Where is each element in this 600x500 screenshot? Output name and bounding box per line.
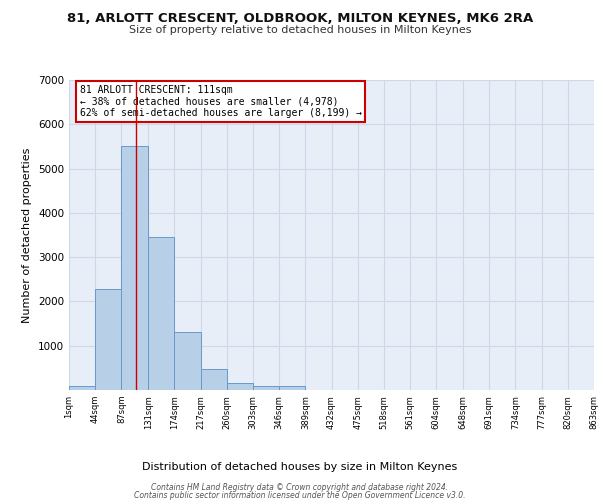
Text: Distribution of detached houses by size in Milton Keynes: Distribution of detached houses by size … (142, 462, 458, 472)
Bar (227, 383, 253, 390)
Bar (200, 368, 227, 390)
Text: Contains HM Land Registry data © Crown copyright and database right 2024.: Contains HM Land Registry data © Crown c… (151, 483, 449, 492)
Text: 81, ARLOTT CRESCENT, OLDBROOK, MILTON KEYNES, MK6 2RA: 81, ARLOTT CRESCENT, OLDBROOK, MILTON KE… (67, 12, 533, 26)
Bar (121, 146, 148, 390)
Bar (95, 289, 121, 390)
Text: 81 ARLOTT CRESCENT: 111sqm
← 38% of detached houses are smaller (4,978)
62% of s: 81 ARLOTT CRESCENT: 111sqm ← 38% of deta… (79, 84, 361, 118)
Bar (69, 386, 95, 390)
Text: Size of property relative to detached houses in Milton Keynes: Size of property relative to detached ho… (129, 25, 471, 35)
Bar (279, 386, 305, 390)
Bar (253, 386, 279, 390)
Y-axis label: Number of detached properties: Number of detached properties (22, 148, 32, 322)
Bar (175, 332, 200, 390)
Bar (148, 237, 175, 390)
Text: Contains public sector information licensed under the Open Government Licence v3: Contains public sector information licen… (134, 490, 466, 500)
